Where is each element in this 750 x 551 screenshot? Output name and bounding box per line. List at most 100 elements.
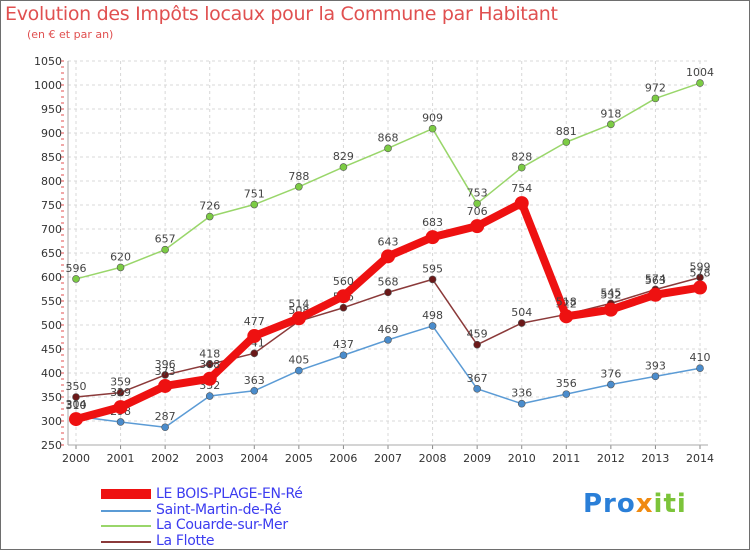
data-label-saint-martin-de-r-: 498 xyxy=(422,309,443,322)
data-point-le-bois-plage-en-r- xyxy=(425,230,440,245)
data-label-la-flotte: 359 xyxy=(110,376,131,389)
data-label-saint-martin-de-r-: 287 xyxy=(155,410,176,423)
data-label-la-couarde-sur-mer: 596 xyxy=(66,262,87,275)
data-point-le-bois-plage-en-r- xyxy=(470,219,485,234)
data-point-la-couarde-sur-mer xyxy=(473,199,481,208)
data-point-la-flotte xyxy=(428,275,437,284)
data-point-le-bois-plage-en-r- xyxy=(291,311,306,326)
x-tick-label: 2002 xyxy=(151,452,179,465)
data-label-la-couarde-sur-mer: 751 xyxy=(244,188,265,201)
data-point-saint-martin-de-r- xyxy=(384,336,392,344)
data-label-le-bois-plage-en-r-: 388 xyxy=(199,358,220,371)
data-point-saint-martin-de-r- xyxy=(428,322,437,330)
x-tick-label: 2006 xyxy=(329,452,357,465)
legend-label: La Flotte xyxy=(156,532,215,549)
data-label-la-couarde-sur-mer: 918 xyxy=(600,107,621,120)
data-point-saint-martin-de-r- xyxy=(116,418,125,426)
data-label-la-couarde-sur-mer: 881 xyxy=(556,125,577,138)
y-tick-label: 600 xyxy=(41,271,62,284)
legend-swatch-la-couarde xyxy=(101,525,151,527)
data-label-la-couarde-sur-mer: 972 xyxy=(645,81,666,94)
y-tick-label: 750 xyxy=(41,199,62,212)
data-label-le-bois-plage-en-r-: 304 xyxy=(66,398,87,411)
data-label-saint-martin-de-r-: 376 xyxy=(600,368,621,381)
y-tick-label: 1050 xyxy=(34,55,62,68)
x-tick-label: 2005 xyxy=(285,452,313,465)
data-point-la-couarde-sur-mer xyxy=(161,245,169,254)
data-point-la-couarde-sur-mer xyxy=(384,144,392,153)
data-label-la-couarde-sur-mer: 620 xyxy=(110,250,131,263)
data-point-la-couarde-sur-mer xyxy=(72,275,80,283)
data-point-le-bois-plage-en-r- xyxy=(381,249,395,264)
data-label-le-bois-plage-en-r-: 560 xyxy=(333,275,354,288)
legend-label: La Couarde-sur-Mer xyxy=(156,517,288,533)
y-tick-label: 900 xyxy=(41,127,62,140)
data-label-le-bois-plage-en-r-: 706 xyxy=(467,205,488,218)
proxiti-logo: Proxiti xyxy=(583,489,687,519)
data-label-la-flotte: 599 xyxy=(690,260,711,273)
data-point-le-bois-plage-en-r- xyxy=(158,378,173,393)
data-point-le-bois-plage-en-r- xyxy=(247,329,262,344)
data-label-la-flotte: 459 xyxy=(467,328,488,341)
data-point-saint-martin-de-r- xyxy=(562,390,571,398)
data-label-le-bois-plage-en-r-: 643 xyxy=(378,235,399,248)
data-label-saint-martin-de-r-: 410 xyxy=(690,351,711,364)
data-label-la-flotte: 418 xyxy=(199,347,220,360)
data-point-la-flotte xyxy=(205,360,214,369)
x-tick-label: 2008 xyxy=(419,452,447,465)
data-label-la-flotte: 504 xyxy=(511,306,532,319)
data-point-la-couarde-sur-mer xyxy=(339,163,348,171)
y-tick-label: 650 xyxy=(41,247,62,260)
y-tick-label: 850 xyxy=(41,151,62,164)
data-label-le-bois-plage-en-r-: 477 xyxy=(244,315,265,328)
data-point-saint-martin-de-r- xyxy=(250,386,259,395)
data-label-le-bois-plage-en-r-: 563 xyxy=(645,274,666,287)
data-point-la-couarde-sur-mer xyxy=(205,212,214,221)
legend-swatch-la-flotte xyxy=(101,540,151,543)
data-point-la-flotte xyxy=(161,371,169,379)
data-point-la-couarde-sur-mer xyxy=(116,263,125,272)
data-point-la-flotte xyxy=(250,349,259,358)
data-label-le-bois-plage-en-r-: 578 xyxy=(690,267,711,280)
data-point-saint-martin-de-r- xyxy=(651,372,660,381)
data-point-le-bois-plage-en-r- xyxy=(648,287,663,302)
data-point-saint-martin-de-r- xyxy=(161,423,169,432)
chart-title: Evolution des Impôts locaux pour la Comm… xyxy=(5,3,558,25)
brand-x: x xyxy=(635,489,654,519)
data-point-la-flotte xyxy=(517,319,526,327)
x-tick-label: 2011 xyxy=(552,452,580,465)
x-tick-label: 2000 xyxy=(62,452,90,465)
data-label-la-flotte: 545 xyxy=(600,286,621,299)
brand-prefix: Pro xyxy=(583,489,636,519)
y-tick-label: 400 xyxy=(41,367,62,380)
data-label-le-bois-plage-en-r-: 532 xyxy=(600,289,621,302)
y-tick-label: 250 xyxy=(41,439,62,452)
chart-subtitle: (en € et par an) xyxy=(27,28,114,41)
data-label-saint-martin-de-r-: 310 xyxy=(66,399,87,412)
x-tick-label: 2010 xyxy=(508,452,536,465)
data-label-le-bois-plage-en-r-: 518 xyxy=(556,295,577,308)
data-label-la-flotte: 350 xyxy=(66,380,87,393)
y-tick-label: 500 xyxy=(41,319,62,332)
y-tick-label: 1000 xyxy=(34,79,62,92)
y-tick-label: 700 xyxy=(41,223,62,236)
data-point-la-couarde-sur-mer xyxy=(517,163,526,172)
data-label-saint-martin-de-r-: 336 xyxy=(511,387,532,400)
y-tick-label: 450 xyxy=(41,343,62,356)
y-tick-label: 300 xyxy=(41,415,62,428)
data-label-le-bois-plage-en-r-: 683 xyxy=(422,216,443,229)
data-point-le-bois-plage-en-r- xyxy=(693,280,707,295)
data-label-la-couarde-sur-mer: 726 xyxy=(199,200,220,213)
data-label-la-flotte: 595 xyxy=(422,262,443,275)
data-point-la-flotte xyxy=(72,393,80,401)
data-point-la-couarde-sur-mer xyxy=(607,120,615,129)
x-tick-label: 2004 xyxy=(240,452,268,465)
data-point-le-bois-plage-en-r- xyxy=(559,309,574,324)
brand-suffix: iti xyxy=(653,489,687,519)
data-point-saint-martin-de-r- xyxy=(517,399,526,408)
data-point-saint-martin-de-r- xyxy=(473,385,481,393)
y-tick-label: 350 xyxy=(41,391,62,404)
data-label-le-bois-plage-en-r-: 329 xyxy=(110,386,131,399)
